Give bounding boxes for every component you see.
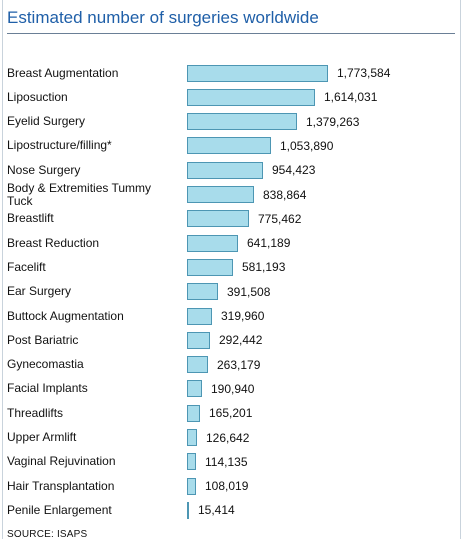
bar bbox=[187, 137, 271, 154]
category-label: Post Bariatric bbox=[7, 333, 79, 347]
value-label: 1,614,031 bbox=[324, 90, 378, 104]
value-label: 190,940 bbox=[211, 382, 255, 396]
bar bbox=[187, 162, 263, 179]
category-label: Hair Transplantation bbox=[7, 479, 115, 493]
bar bbox=[187, 332, 210, 349]
category-label: Breastlift bbox=[7, 211, 54, 225]
value-label: 165,201 bbox=[209, 406, 253, 420]
category-label: Eyelid Surgery bbox=[7, 114, 86, 128]
chart-title: Estimated number of surgeries worldwide bbox=[7, 8, 319, 27]
value-label: 391,508 bbox=[227, 285, 271, 299]
bar bbox=[187, 186, 254, 203]
bar bbox=[187, 356, 208, 373]
category-label: Buttock Augmentation bbox=[7, 309, 124, 323]
category-label: Breast Reduction bbox=[7, 236, 100, 250]
value-label: 1,053,890 bbox=[280, 139, 334, 153]
value-label: 292,442 bbox=[219, 333, 263, 347]
value-label: 838,864 bbox=[263, 188, 307, 202]
bar bbox=[187, 235, 238, 252]
category-label: Facelift bbox=[7, 260, 46, 274]
bar bbox=[187, 89, 315, 106]
category-label: Ear Surgery bbox=[7, 284, 72, 298]
title-divider bbox=[7, 33, 455, 34]
category-label: Lipostructure/filling* bbox=[7, 138, 112, 152]
bar bbox=[187, 502, 189, 519]
value-label: 1,773,584 bbox=[337, 66, 391, 80]
value-label: 319,960 bbox=[221, 309, 265, 323]
value-label: 1,379,263 bbox=[306, 115, 360, 129]
bar bbox=[187, 210, 249, 227]
bar bbox=[187, 308, 212, 325]
bar bbox=[187, 380, 202, 397]
bar bbox=[187, 113, 297, 130]
bar bbox=[187, 478, 196, 495]
category-label: Penile Enlargement bbox=[7, 503, 112, 517]
value-label: 954,423 bbox=[272, 163, 316, 177]
value-label: 581,193 bbox=[242, 260, 286, 274]
bar bbox=[187, 283, 218, 300]
category-label: Breast Augmentation bbox=[7, 66, 119, 80]
bar bbox=[187, 259, 233, 276]
category-label: Gynecomastia bbox=[7, 357, 84, 371]
value-label: 641,189 bbox=[247, 236, 291, 250]
bar bbox=[187, 65, 328, 82]
value-label: 108,019 bbox=[205, 479, 249, 493]
value-label: 775,462 bbox=[258, 212, 302, 226]
value-label: 15,414 bbox=[198, 503, 235, 517]
bar bbox=[187, 453, 196, 470]
value-label: 126,642 bbox=[206, 431, 250, 445]
category-label: Nose Surgery bbox=[7, 163, 81, 177]
value-label: 114,135 bbox=[205, 455, 248, 469]
bar bbox=[187, 429, 197, 446]
category-label: Liposuction bbox=[7, 90, 68, 104]
bar bbox=[187, 405, 200, 422]
source-note: SOURCE: ISAPS bbox=[7, 529, 88, 540]
category-label: Body & Extremities Tummy Tuck bbox=[7, 181, 152, 208]
category-label: Threadlifts bbox=[7, 406, 64, 420]
value-label: 263,179 bbox=[217, 358, 261, 372]
category-label: Vaginal Rejuvination bbox=[7, 454, 116, 468]
category-label: Facial Implants bbox=[7, 381, 88, 395]
category-label: Upper Armlift bbox=[7, 430, 77, 444]
